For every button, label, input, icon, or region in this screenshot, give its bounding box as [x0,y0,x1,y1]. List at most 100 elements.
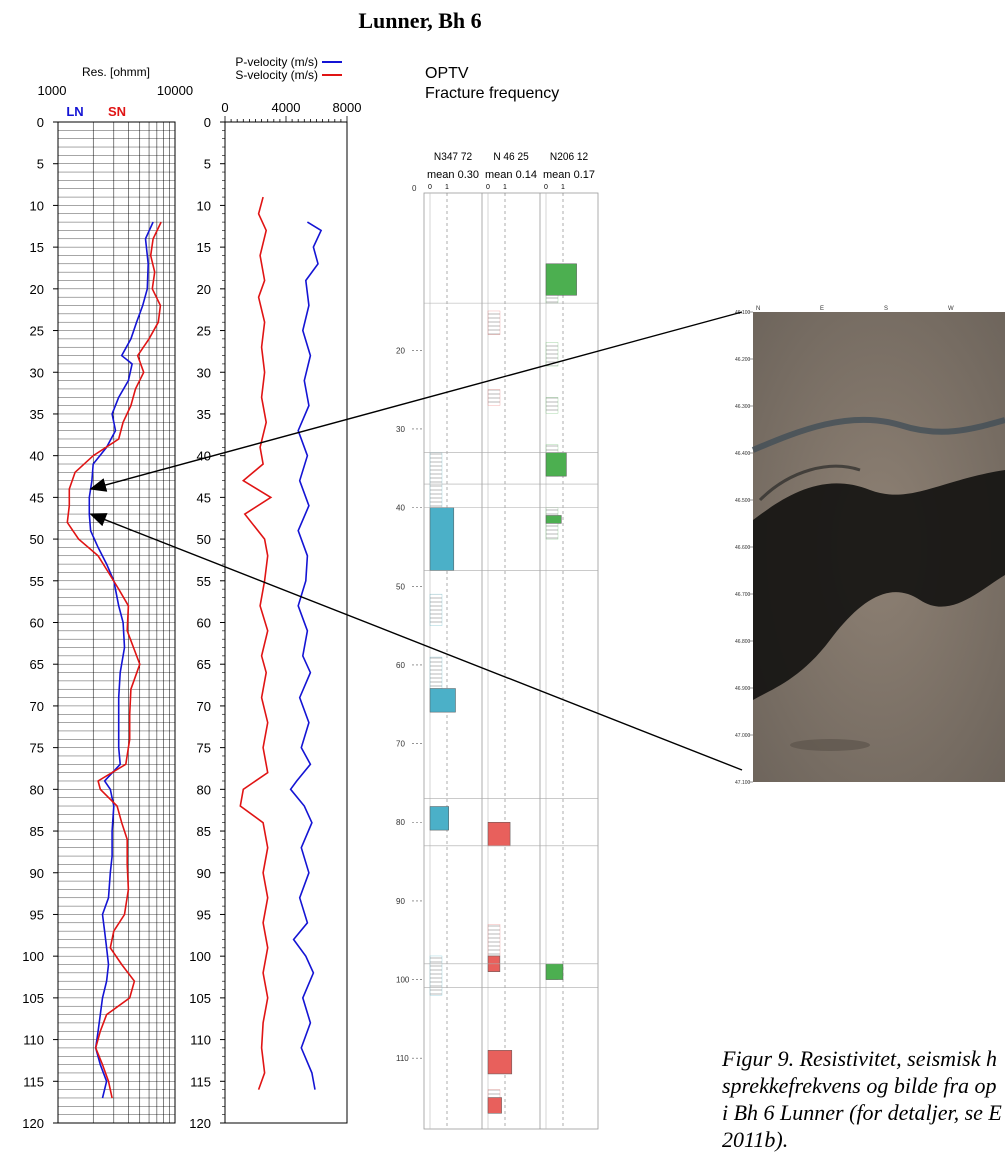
frac-column-mean: mean 0.14 [485,169,537,181]
frac-top-label: 0 [412,184,417,193]
frac-x-tick-label: 0 [544,184,548,191]
vel-y-tick-label: 10 [197,198,211,213]
vel-y-tick-label: 15 [197,240,211,255]
optv-depth-label: 46.600 [735,545,751,551]
vel-y-tick-label: 30 [197,365,211,380]
res-y-tick-label: 110 [23,1033,44,1048]
frac-y-tick-label: 110 [396,1054,409,1063]
frac-title-line: OPTV [425,65,469,82]
optv-azimuth-label: S [884,306,888,312]
vel-legend-label: P-velocity (m/s) [235,55,318,69]
res-x-tick-label: 1000 [38,83,67,98]
frac-bar [545,452,567,477]
caption-line: Figur 9. Resistivitet, seismisk h [722,1046,997,1071]
frac-bar [429,688,456,713]
resistivity-panel: 0 5 10 15 20 25 30 35 40 45 50 55 60 65 70 75 80 85 90 95 10… [22,65,193,1131]
res-y-tick-label: 100 [22,949,44,964]
frac-y-tick-label: 20 [396,346,405,355]
res-x-tick-label: 10000 [157,83,193,98]
arrow-top [89,311,743,492]
optv-depth-label: 47.000 [735,733,751,739]
res-y-tick-label: 85 [30,824,44,839]
vel-y-tick-label: 90 [197,866,211,881]
frac-column-mean: mean 0.30 [427,169,479,181]
frac-low-bin [429,593,443,626]
vel-series [289,221,323,1090]
vel-y-tick-label: 75 [197,741,211,756]
res-y-tick-label: 95 [30,907,44,922]
frac-bar [429,806,449,831]
res-y-tick-label: 75 [30,741,44,756]
res-y-tick-label: 40 [30,449,44,464]
vel-y-tick-label: 65 [197,657,211,672]
frac-bar [545,263,577,296]
res-y-tick-label: 20 [30,282,44,297]
arrow-layer [89,311,743,771]
frac-low-bin [487,389,501,406]
vel-y-tick-label: 70 [197,699,211,714]
res-y-tick-label: 30 [30,365,44,380]
vel-y-tick-label: 5 [204,157,211,172]
velocity-panel: 0 4000 8000 0 5 10 15 20 25 30 35 40 45 50 55 60 65 70 75 8… [189,55,361,1131]
frac-x-tick-label: 0 [486,184,490,191]
caption-line: i Bh 6 Lunner (for detaljer, se E [722,1100,1002,1125]
vel-y-tick-label: 85 [197,824,211,839]
frac-low-bin [487,924,501,957]
res-series-sn [66,221,162,1099]
optv-image-panel: 46.100 46.200 46.300 46.400 46.500 46.600 46.7… [722,280,1005,786]
vel-x-tick-label: 4000 [272,100,301,115]
vel-y-tick-label: 35 [197,407,211,422]
vel-y-tick-label: 120 [189,1116,211,1131]
frac-low-bin [545,342,559,367]
vel-y-tick-label: 0 [204,115,211,130]
figure-title: Lunner, Bh 6 [358,8,482,33]
res-y-tick-label: 50 [30,532,44,547]
frac-y-tick-label: 80 [396,818,405,827]
vel-y-tick-label: 40 [197,449,211,464]
optv-depth-label: 46.700 [735,592,751,598]
frac-low-bin [429,955,443,996]
res-y-tick-label: 80 [30,782,44,797]
frac-low-bin [429,656,443,689]
legend-sn: SN [108,104,126,119]
figure-caption: Figur 9. Resistivitet, seismisk h sprekke… [722,1045,1005,1153]
frac-column-title: N347 72 [434,151,472,163]
res-y-tick-label: 0 [37,115,44,130]
frac-column-title: N 46 25 [493,151,528,163]
res-y-tick-label: 65 [30,657,44,672]
res-y-tick-label: 5 [37,157,44,172]
frac-y-tick-label: 60 [396,661,405,670]
frac-x-tick-label: 1 [503,184,507,191]
vel-y-tick-label: 20 [197,282,211,297]
optv-azimuth-label: N [756,306,760,312]
optv-azimuth-label: E [820,306,824,312]
res-y-tick-label: 60 [30,616,44,631]
frac-bar [487,1097,502,1114]
vel-x-tick-label: 0 [221,100,228,115]
caption-line: 2011b). [722,1127,789,1152]
vel-y-tick-label: 60 [197,616,211,631]
frac-y-tick-label: 100 [396,976,410,985]
res-y-tick-label: 35 [30,407,44,422]
vel-y-tick-label: 45 [197,490,211,505]
res-y-tick-label: 45 [30,490,44,505]
res-y-tick-label: 90 [30,866,44,881]
frac-title-line: Fracture frequency [425,85,559,102]
optv-depth-label: 46.300 [735,404,751,410]
frac-bar [487,821,511,847]
optv-depth-label: 46.100 [735,310,751,316]
vel-y-tick-label: 110 [190,1033,211,1048]
frac-y-tick-label: 30 [396,425,405,434]
res-series-ln [88,221,154,1099]
frac-y-tick-label: 50 [396,582,405,591]
optv-depth-label: 46.900 [735,686,751,692]
vel-y-tick-label: 50 [197,532,211,547]
optv-thin-fracture [751,416,1005,453]
frac-column-title: N206 12 [550,151,588,163]
res-y-tick-label: 25 [30,324,44,339]
frac-y-tick-label: 70 [396,740,405,749]
frac-bar [429,507,455,571]
vel-legend-label: S-velocity (m/s) [235,68,318,82]
